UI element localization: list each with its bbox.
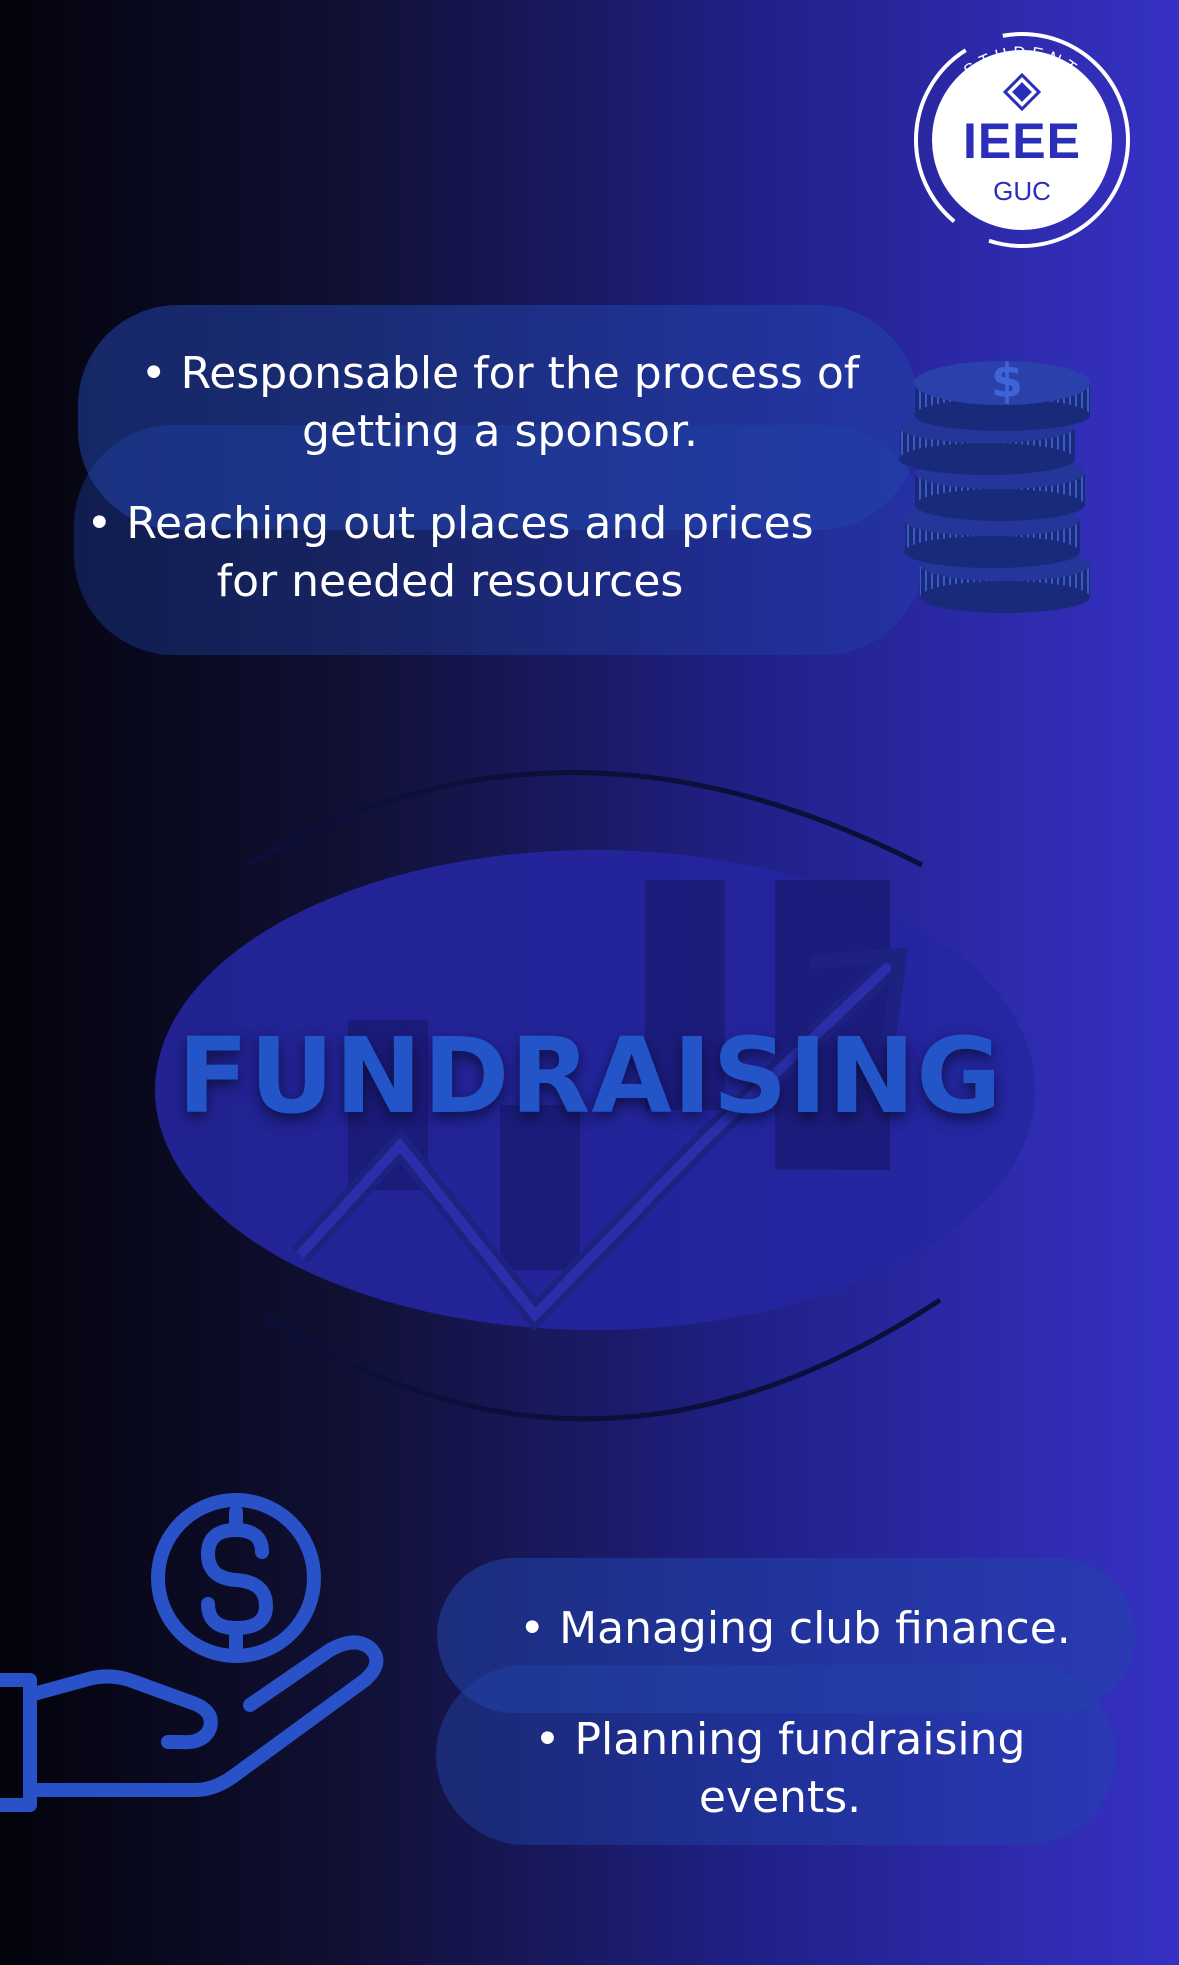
top-pill-1 xyxy=(78,305,918,530)
bottom-bullet-1: • Managing club finance. xyxy=(519,1603,1071,1654)
top-bullet-2: • Reaching out places and prices for nee… xyxy=(86,498,814,607)
bottom-pill-1 xyxy=(437,1558,1135,1713)
svg-text:$: $ xyxy=(991,354,1023,408)
bottom-pill-2 xyxy=(436,1665,1116,1845)
page-title: FUNDRAISING xyxy=(177,1015,1003,1137)
coin-stack-icon: $ xyxy=(895,345,1115,620)
growth-chart-icon xyxy=(130,700,1060,1470)
hand-holding-dollar-icon xyxy=(0,1490,395,1860)
logo-badge: STUDENT BRANCH xyxy=(914,32,1130,248)
top-bullet-1: • Responsable for the process of getting… xyxy=(140,348,860,457)
bottom-bullet-2: • Planning fundraising events. xyxy=(534,1714,1026,1823)
ieee-guc-logo: STUDENT BRANCH IEEE GUC xyxy=(912,30,1132,250)
logo-name: IEEE xyxy=(963,113,1081,169)
top-pill-2 xyxy=(74,425,924,655)
logo-sub: GUC xyxy=(993,176,1051,206)
